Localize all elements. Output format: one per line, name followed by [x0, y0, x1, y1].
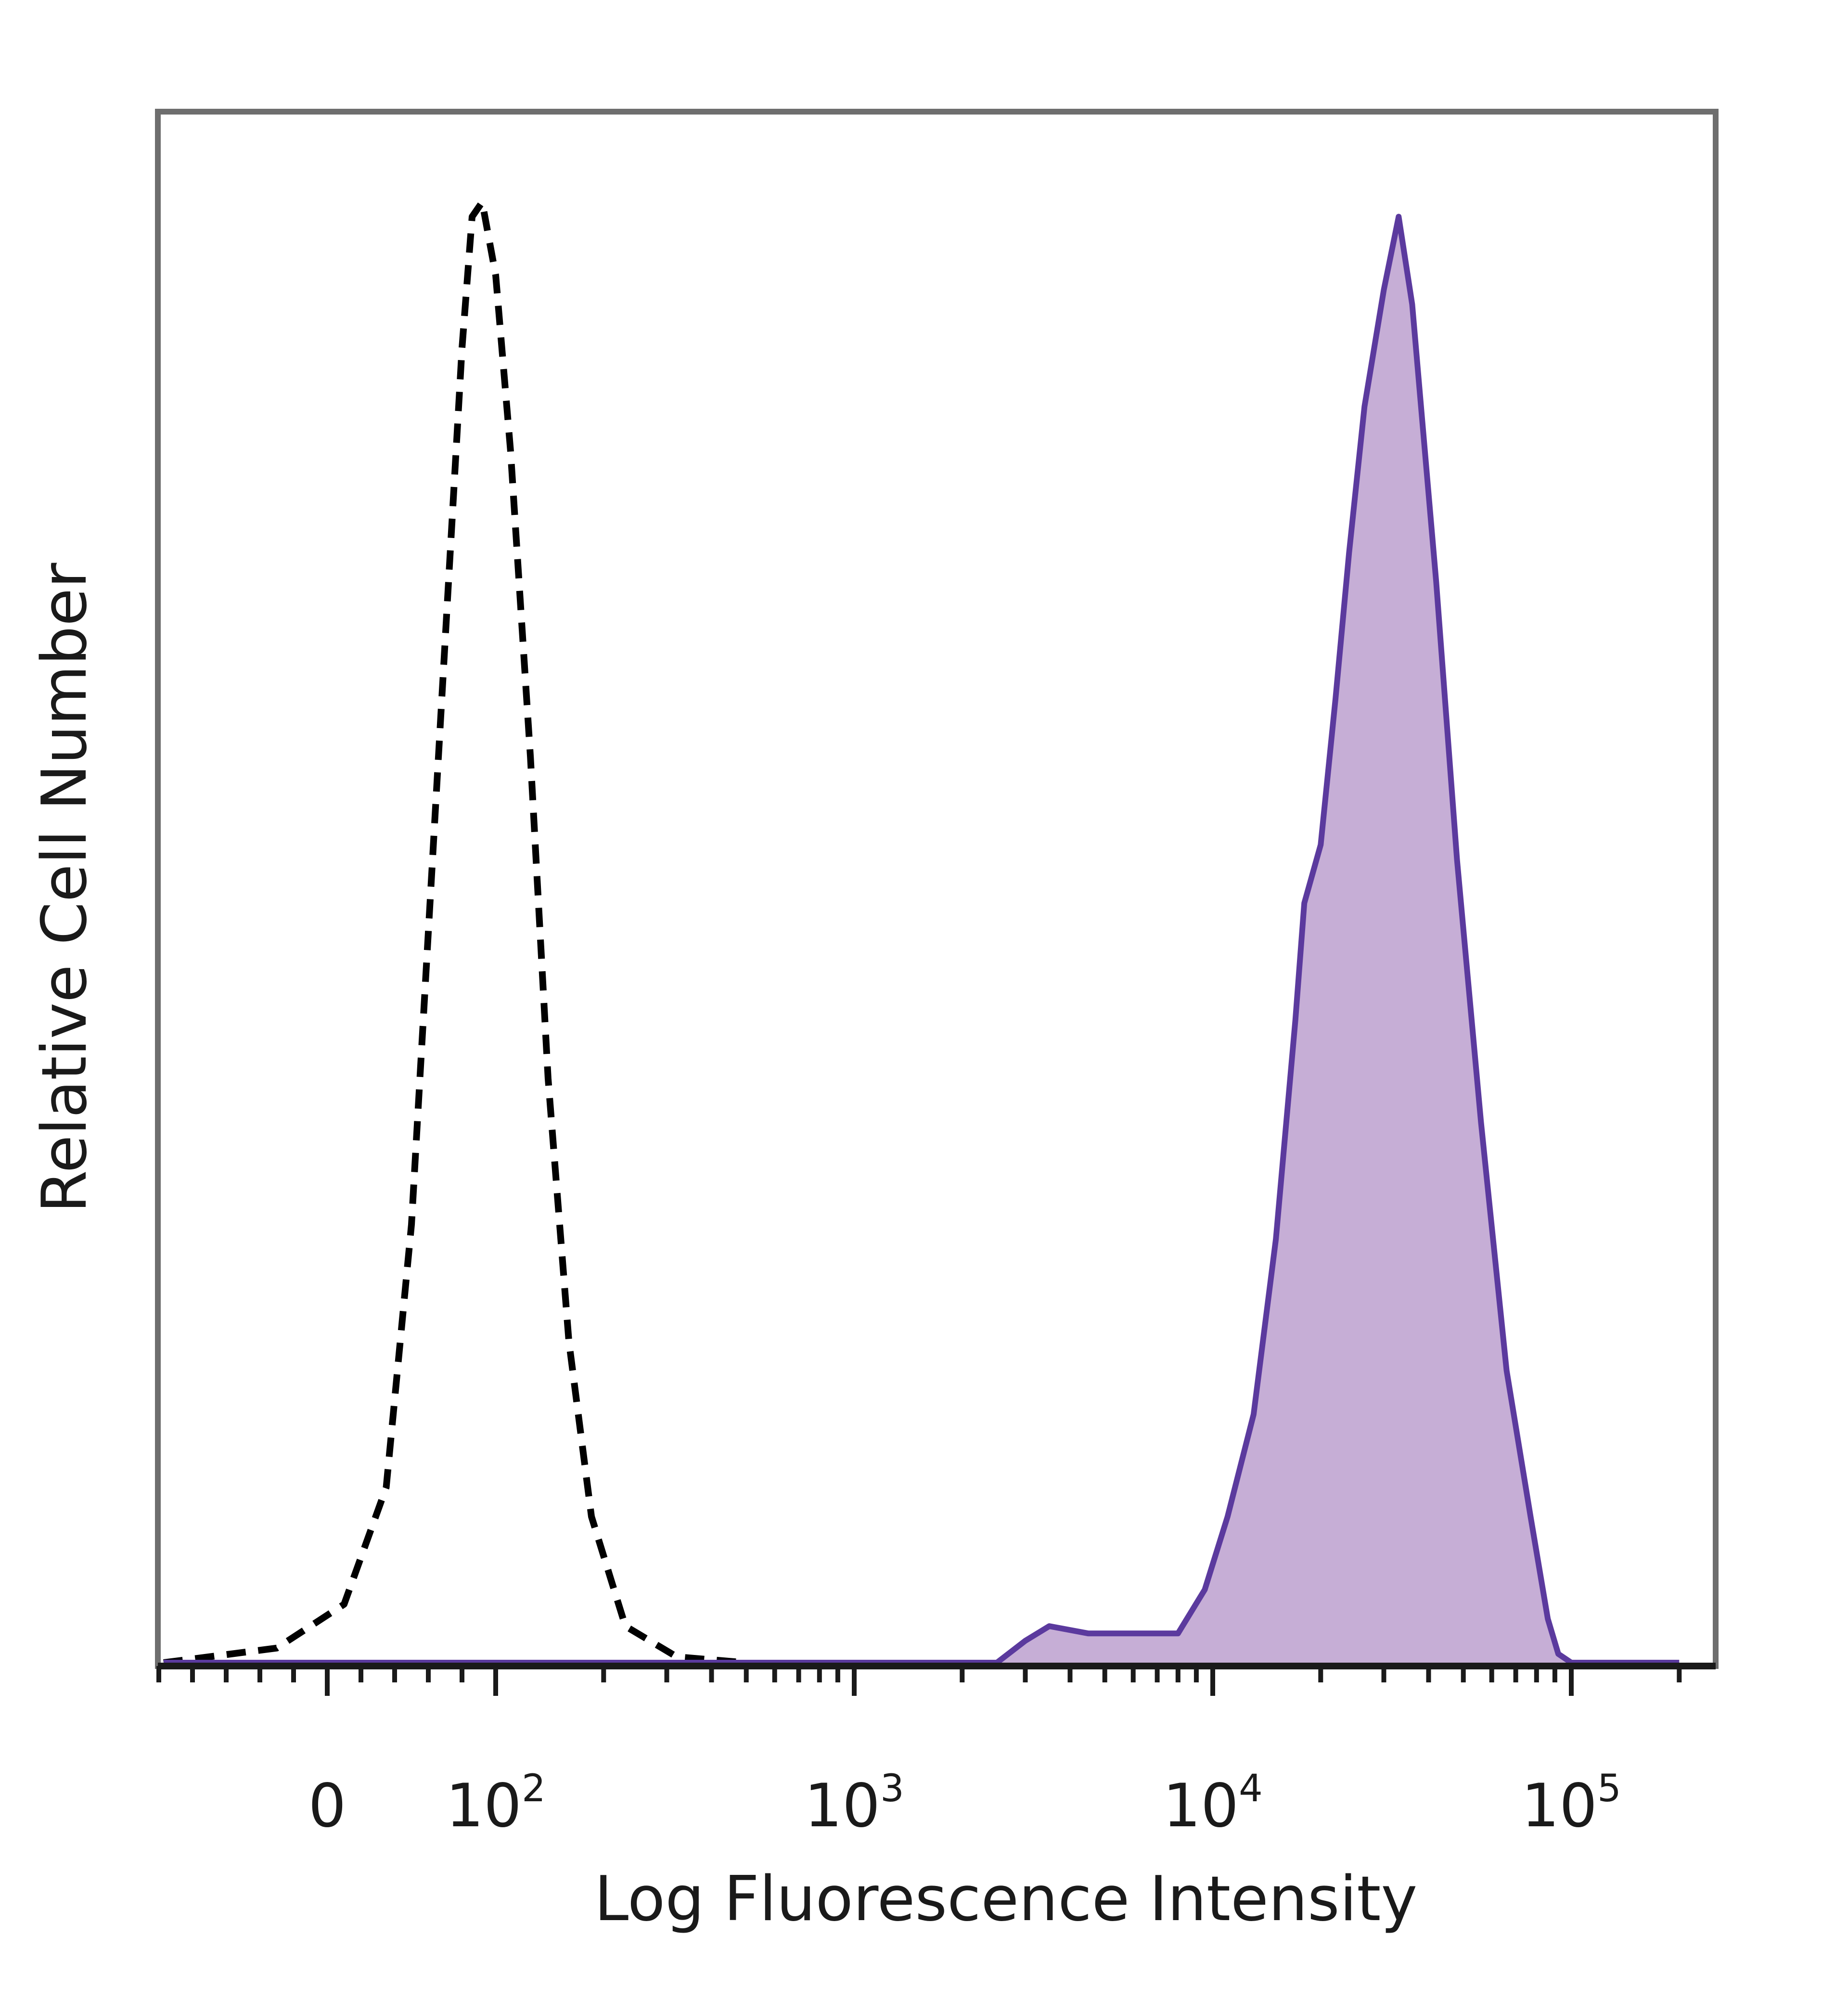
x-axis-title: Log Fluorescence Intensity — [594, 1863, 1417, 1935]
x-tick-label: 0 — [308, 1771, 346, 1841]
x-tick-label: 104 — [1163, 1767, 1262, 1841]
series-0-line — [163, 199, 747, 1666]
x-tick-layer — [156, 1666, 1682, 1696]
x-tick-label: 105 — [1521, 1767, 1621, 1841]
x-tick-label: 102 — [446, 1767, 545, 1841]
series-1-line — [164, 214, 1680, 1666]
series-1-area — [164, 217, 1680, 1663]
series-layer — [163, 199, 1680, 1666]
y-axis-title: Relative Cell Number — [29, 563, 101, 1213]
x-tick-label-layer: 0 102 103 104 105 — [308, 1767, 1621, 1841]
x-tick-label: 103 — [804, 1767, 904, 1841]
